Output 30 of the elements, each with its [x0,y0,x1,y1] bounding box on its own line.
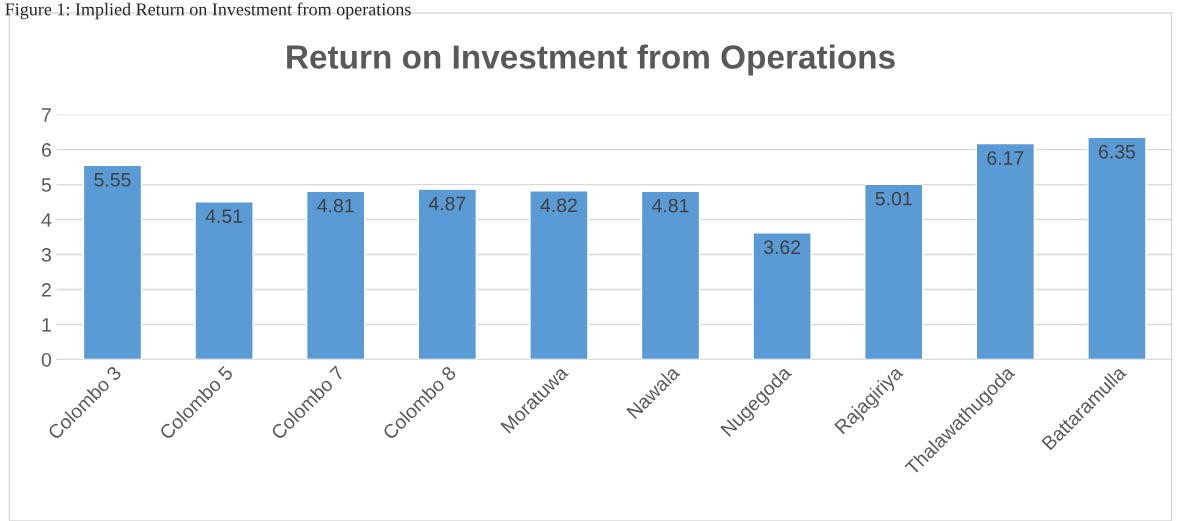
bar [864,183,924,360]
data-label: 6.17 [987,151,1024,165]
bar [529,190,589,360]
chart-title: Return on Investment from Operations [287,44,895,76]
data-label: 4.81 [652,198,689,213]
y-tick-label: 4 [41,213,52,227]
data-label: 5.01 [875,191,912,206]
data-label: 5.55 [94,173,131,187]
bar [417,188,478,360]
data-label: 4.51 [205,209,243,223]
bar [975,142,1036,360]
caption: Figure 1: Implied Return on Investment from operations [5,2,411,20]
bar [640,190,701,360]
bar [194,201,254,360]
y-tick-label: 5 [41,178,52,192]
bar [305,190,366,360]
data-label: 4.87 [428,196,466,211]
bar [752,232,812,360]
y-tick-label: 3 [41,248,51,262]
y-tick-label: 7 [42,108,51,122]
y-tick-label: 6 [42,143,51,157]
data-label: 4.82 [540,198,577,213]
bar [82,164,143,360]
data-label: 6.35 [1099,144,1136,159]
y-tick-label: 0 [41,352,52,367]
y-tick-label: 1 [42,318,51,332]
y-tick-label: 2 [41,283,51,297]
data-label: 3.62 [763,240,801,255]
bar [1087,136,1147,360]
data-label: 4.81 [317,198,354,213]
